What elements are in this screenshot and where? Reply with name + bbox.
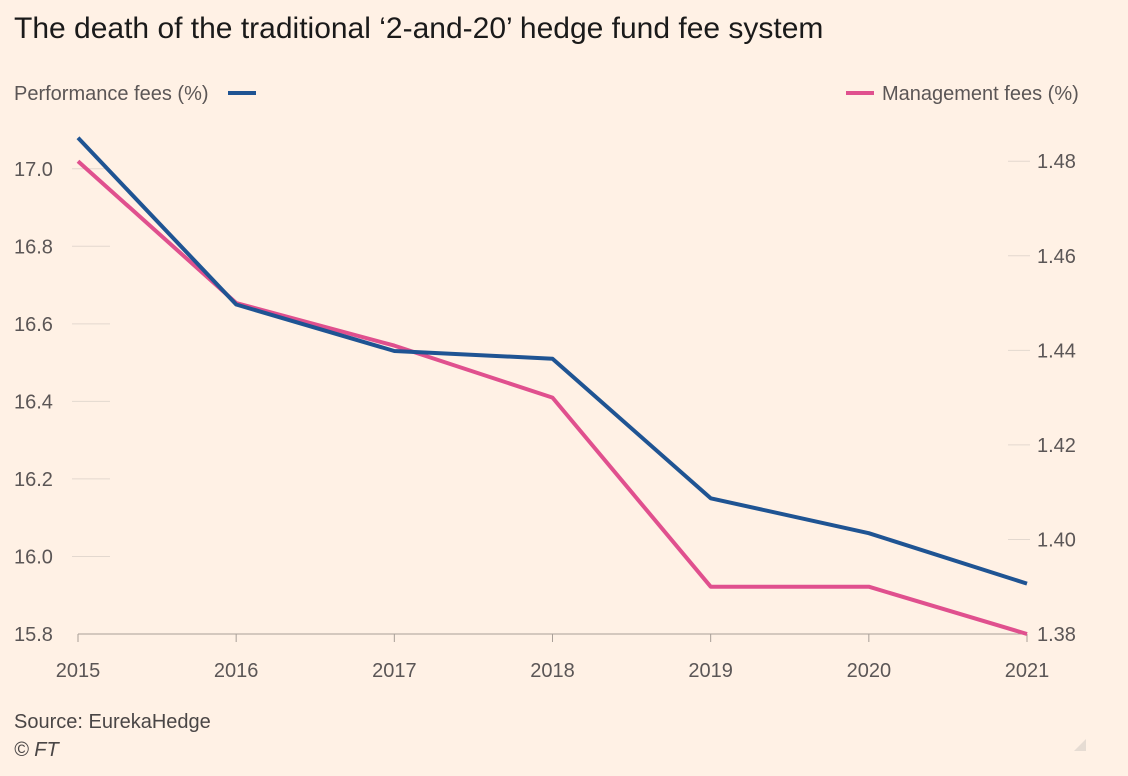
- left-gridlines: [72, 168, 110, 557]
- right-tick-label: 1.44: [1037, 340, 1076, 362]
- source-note: Source: EurekaHedge: [14, 711, 211, 733]
- right-tick-label: 1.38: [1037, 624, 1076, 646]
- left-tick-label: 16.4: [14, 391, 53, 413]
- legend-performance: Performance fees (%): [14, 83, 256, 105]
- performance-fees-line: [76, 136, 1028, 586]
- right-tick-label: 1.40: [1037, 529, 1076, 551]
- series-lines: [76, 136, 1028, 636]
- right-tick-label: 1.48: [1037, 151, 1076, 173]
- legend-management: Management fees (%): [846, 83, 1079, 105]
- legend-label-performance: Performance fees (%): [14, 83, 209, 105]
- resize-icon: [1074, 739, 1086, 751]
- x-tick-label: 2015: [56, 660, 101, 682]
- right-tick-label: 1.46: [1037, 246, 1076, 268]
- management-fees-line: [76, 159, 1028, 636]
- left-tick-label: 16.8: [14, 236, 53, 258]
- left-tick-label: 16.6: [14, 314, 53, 336]
- left-tick-label: 15.8: [14, 624, 53, 646]
- x-tick-label: 2017: [372, 660, 417, 682]
- x-tick-label: 2019: [688, 660, 733, 682]
- chart-title: The death of the traditional ‘2-and-20’ …: [14, 12, 823, 45]
- left-axis-labels: 15.8 16.0 16.2 16.4 16.6 16.8 17.0: [14, 159, 53, 646]
- x-tick-label: 2021: [1005, 660, 1050, 682]
- copyright-note: © FT: [14, 739, 61, 761]
- right-gridlines: [1008, 160, 1030, 540]
- x-axis-ticks: [77, 634, 1028, 642]
- right-tick-label: 1.42: [1037, 435, 1076, 457]
- x-tick-label: 2016: [214, 660, 259, 682]
- x-tick-label: 2018: [530, 660, 575, 682]
- left-tick-label: 16.2: [14, 469, 53, 491]
- left-tick-label: 17.0: [14, 159, 53, 181]
- right-axis-labels: 1.38 1.40 1.42 1.44 1.46 1.48: [1037, 151, 1076, 646]
- x-axis-labels: 2015 2016 2017 2018 2019 2020 2021: [56, 660, 1050, 682]
- x-tick-label: 2020: [847, 660, 892, 682]
- left-tick-label: 16.0: [14, 546, 53, 568]
- legend-label-management: Management fees (%): [882, 83, 1079, 105]
